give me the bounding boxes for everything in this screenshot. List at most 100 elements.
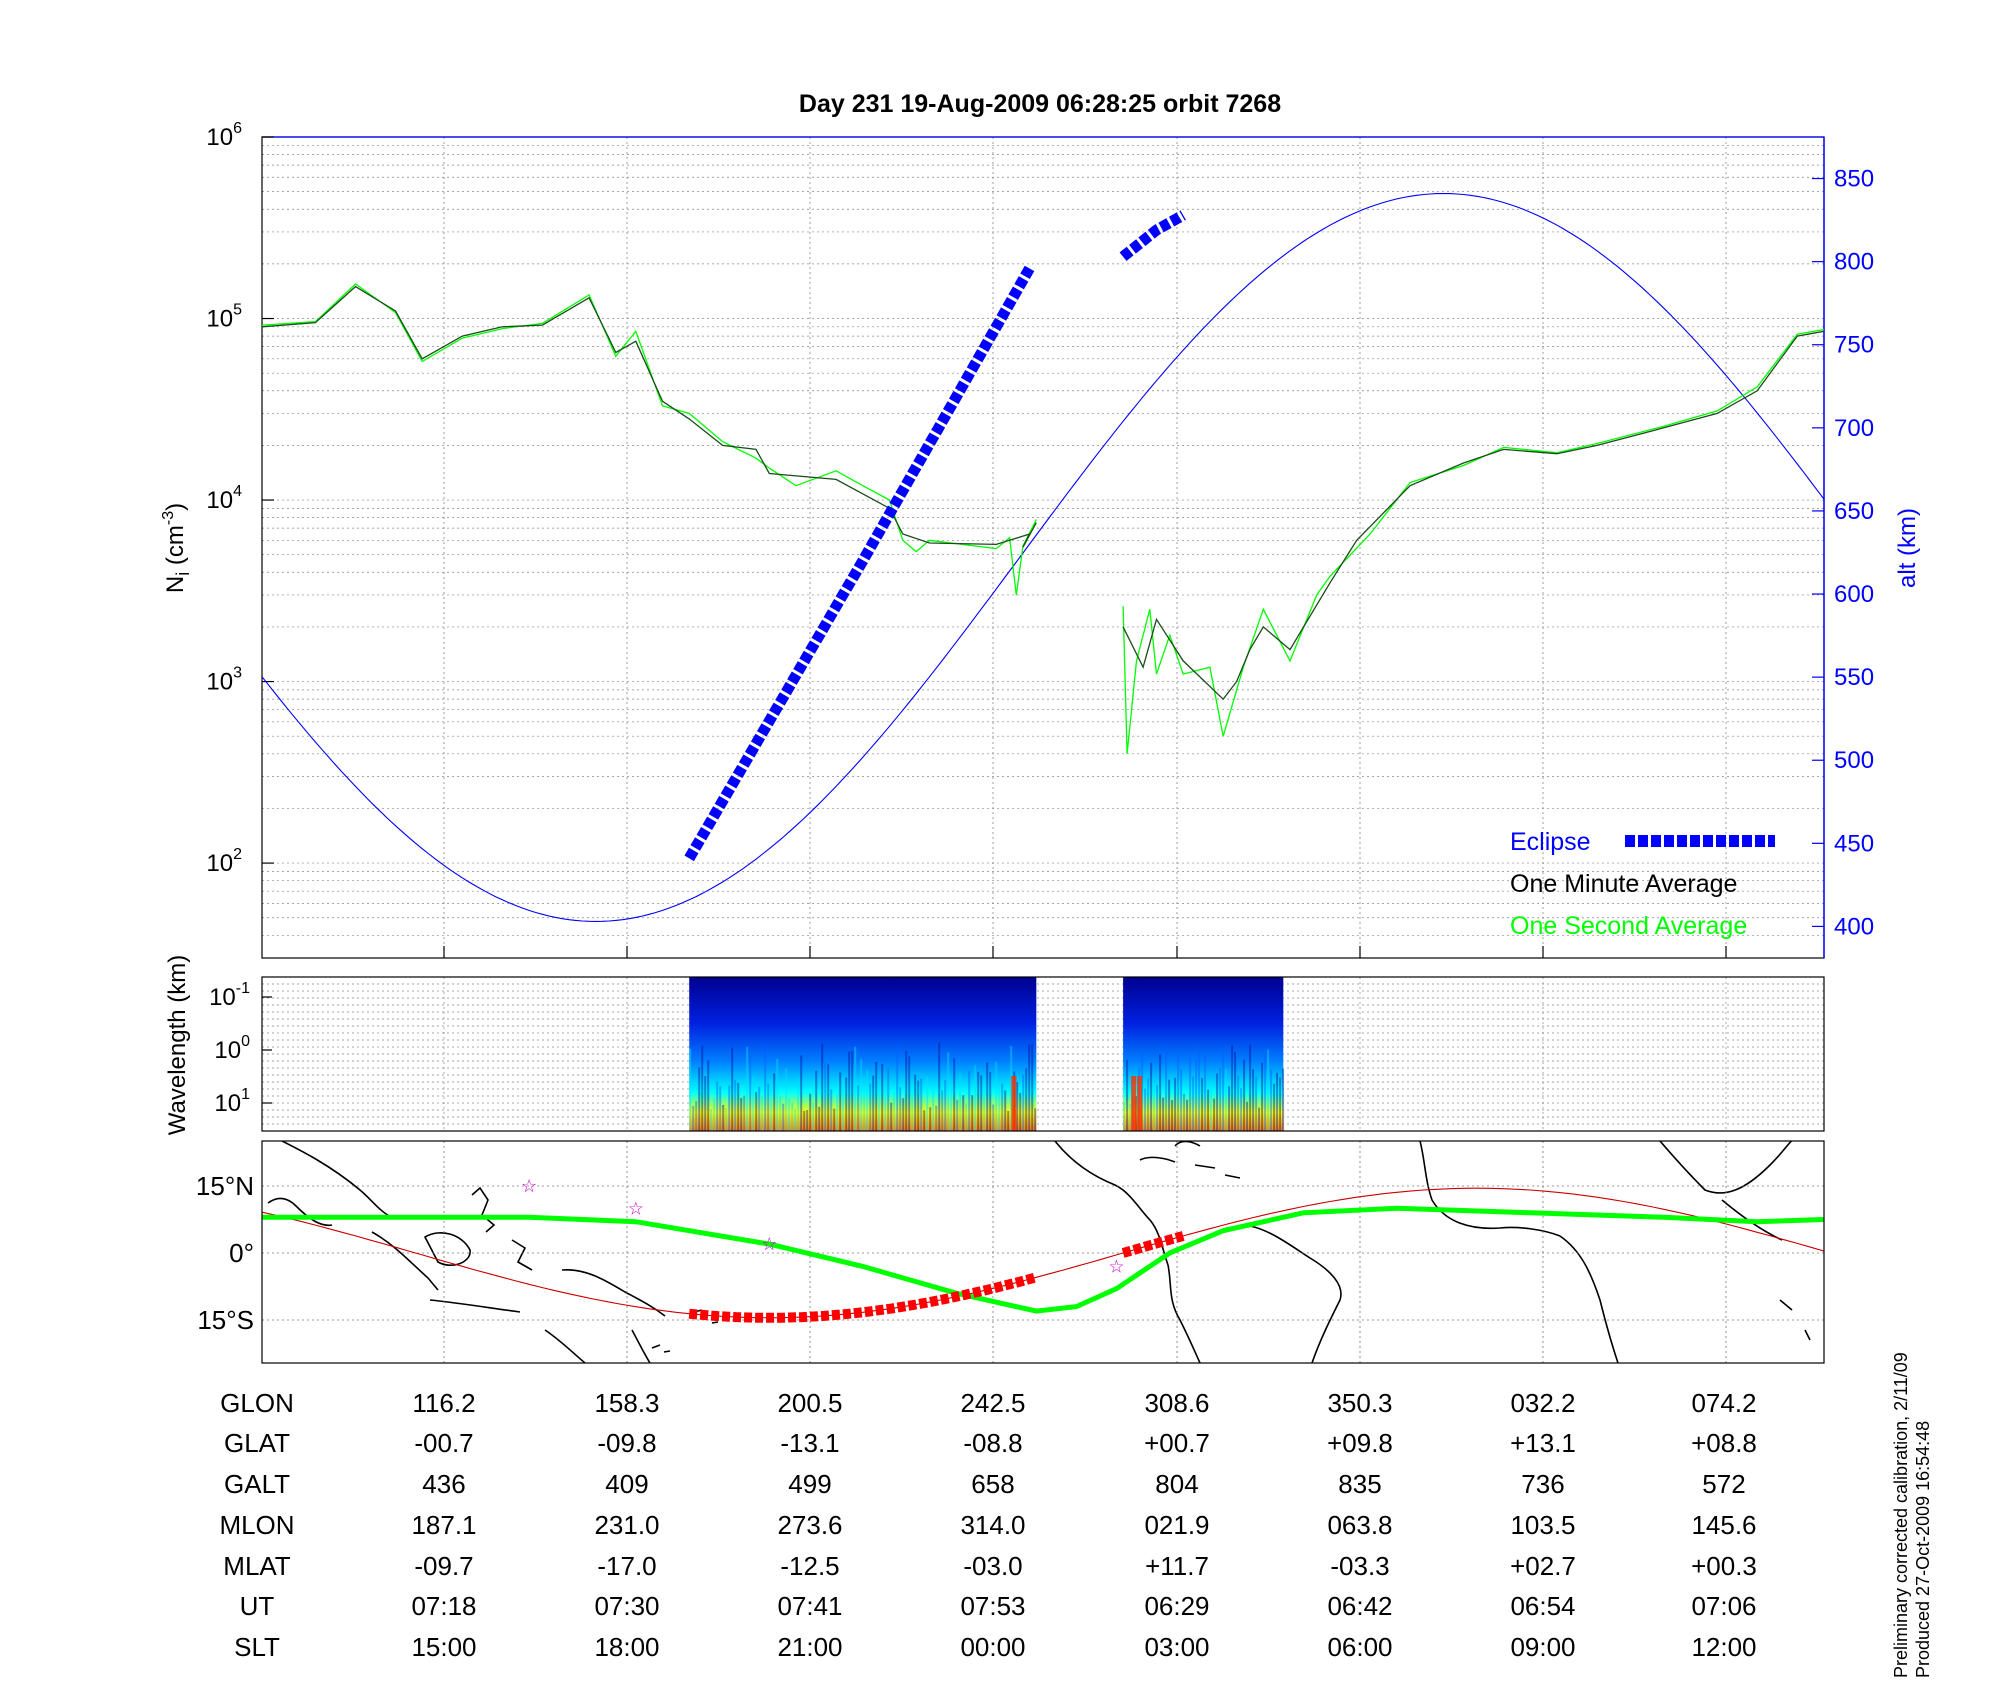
table-cell: 409 [605, 1469, 648, 1499]
spectrogram-streak [887, 1068, 890, 1131]
legend-minute-label: One Minute Average [1510, 870, 1737, 898]
spectrogram-streak [776, 1058, 779, 1131]
table-cell: -17.0 [597, 1551, 656, 1581]
spectrogram-streak [1007, 1110, 1010, 1131]
coastline-madagascar [1779, 1299, 1811, 1341]
spectrogram-streak [713, 1097, 716, 1131]
spectrogram-streak [905, 1050, 908, 1131]
spectrogram-streak [998, 1083, 1001, 1131]
spectrogram-streak [836, 1093, 839, 1131]
spectrogram-streak [1249, 1044, 1252, 1131]
spectrogram-streak [1129, 1103, 1132, 1131]
altitude-y-ticks: 400 450 500 550 600 650 700 750 800 850 [1812, 166, 1874, 940]
spectrogram-streak [932, 1087, 935, 1131]
spectrogram-streak [848, 1051, 851, 1131]
spectrogram-streak [863, 1076, 866, 1131]
spectrogram-streak [1246, 1101, 1249, 1131]
table-cell: 03:00 [1144, 1632, 1209, 1662]
spectrogram-y-tick-label: 101 [214, 1086, 250, 1117]
spectrogram-streak [1258, 1107, 1261, 1131]
map-y-ticks: 15°N 0° 15°S [196, 1171, 254, 1335]
table-row-label: GLON [220, 1388, 294, 1418]
spectrogram-streak [1267, 1049, 1270, 1131]
spectrogram-streak [1174, 1077, 1177, 1131]
spectrogram-streak [1228, 1086, 1231, 1131]
spectrogram-streak [1168, 1079, 1171, 1131]
table-cell: -03.0 [963, 1551, 1022, 1581]
table-cell: 158.3 [594, 1388, 659, 1418]
table-cell: 07:06 [1691, 1591, 1756, 1621]
spectrogram-streak [923, 1110, 926, 1131]
spectrogram-streak [884, 1081, 887, 1131]
spectrogram-streak [722, 1104, 725, 1131]
spectrogram-streak [971, 1095, 974, 1131]
spectrogram-streak [1016, 1082, 1019, 1131]
coastline-africa-east [1559, 1235, 1619, 1363]
table-cell: 200.5 [777, 1388, 842, 1418]
density-y-tick-label: 104 [206, 483, 242, 514]
spectrogram-streak [1282, 1068, 1285, 1131]
spectrogram-streak [1156, 1085, 1159, 1131]
spectrogram-y-tick-label: 100 [214, 1033, 250, 1064]
tick-base: 10 [206, 669, 233, 696]
coastline-arabia [1659, 1141, 1793, 1194]
table-cell: 103.5 [1510, 1510, 1575, 1540]
spectrogram-streak [1189, 1056, 1192, 1131]
coastline-indochina [267, 1197, 333, 1227]
map-panel: ☆ ☆ ☆ ☆ 15°N 0° 15°S [196, 1140, 1825, 1364]
spectrogram-hotspot [1011, 1076, 1017, 1131]
coastline-sumatra [371, 1231, 439, 1291]
magnetic-equator-line [262, 1205, 1824, 1314]
legend-eclipse-label: Eclipse [1510, 828, 1591, 856]
altitude-y-tick-label: 400 [1834, 913, 1874, 940]
spectrogram-streak [1213, 1098, 1216, 1131]
table-cell: +11.7 [1145, 1551, 1209, 1581]
table-cell: +09.8 [1327, 1428, 1393, 1458]
map-series: ☆ ☆ ☆ ☆ [262, 1176, 1824, 1323]
legend-second-label: One Second Average [1510, 912, 1747, 940]
table-cell: 15:00 [411, 1632, 476, 1662]
station-star-icon: ☆ [1108, 1256, 1124, 1276]
tick-exponent: 6 [233, 120, 242, 137]
spectrogram-streak [1243, 1059, 1246, 1131]
map-grid [262, 1141, 1824, 1363]
spectrogram-streak [734, 1079, 737, 1131]
spectrogram-streak [890, 1102, 893, 1131]
spectrogram-streak [1171, 1100, 1174, 1131]
altitude-y-tick-label: 850 [1834, 166, 1874, 193]
spectrogram-streak [1034, 1108, 1037, 1131]
spectrogram-streak [872, 1075, 875, 1131]
density-y-tick-label: 105 [206, 302, 242, 333]
table-cell: 187.1 [411, 1510, 476, 1540]
spectrogram-streak [728, 1085, 731, 1131]
eclipse-line [684, 265, 1035, 862]
spectrogram-streak [983, 1087, 986, 1131]
table-cell: -12.5 [780, 1551, 839, 1581]
footer-calibration-note: Preliminary corrected calibration, 2/11/… [1891, 1352, 1911, 1678]
coastline-new-guinea [561, 1269, 666, 1317]
spectrogram-streak [1186, 1099, 1189, 1131]
spectrogram-streak [974, 1064, 977, 1131]
table-cell: -09.7 [414, 1551, 473, 1581]
table-cell: +00.3 [1691, 1551, 1757, 1581]
altitude-y-tick-label: 600 [1834, 581, 1874, 608]
spectrogram-streak [821, 1043, 824, 1131]
one-minute-average-line [1122, 330, 1824, 701]
spectrogram-streak [698, 1067, 701, 1131]
spectrogram-streak [1180, 1069, 1183, 1131]
coastline-borneo [423, 1232, 471, 1266]
spectrogram-streak [725, 1108, 728, 1131]
spectrogram-streak [917, 1080, 920, 1131]
spectrogram-streak [1264, 1053, 1267, 1131]
spectrogram-streak [1270, 1069, 1273, 1131]
spectrogram-streak [704, 1076, 707, 1131]
table-cell: 242.5 [960, 1388, 1025, 1418]
spectrogram-streak [1261, 1062, 1264, 1131]
table-cell: +00.7 [1144, 1428, 1210, 1458]
spectrogram-streak [779, 1095, 782, 1131]
spectrogram-streak [899, 1087, 902, 1131]
spectrogram-streak [695, 1101, 698, 1131]
table-cell: 436 [422, 1469, 465, 1499]
